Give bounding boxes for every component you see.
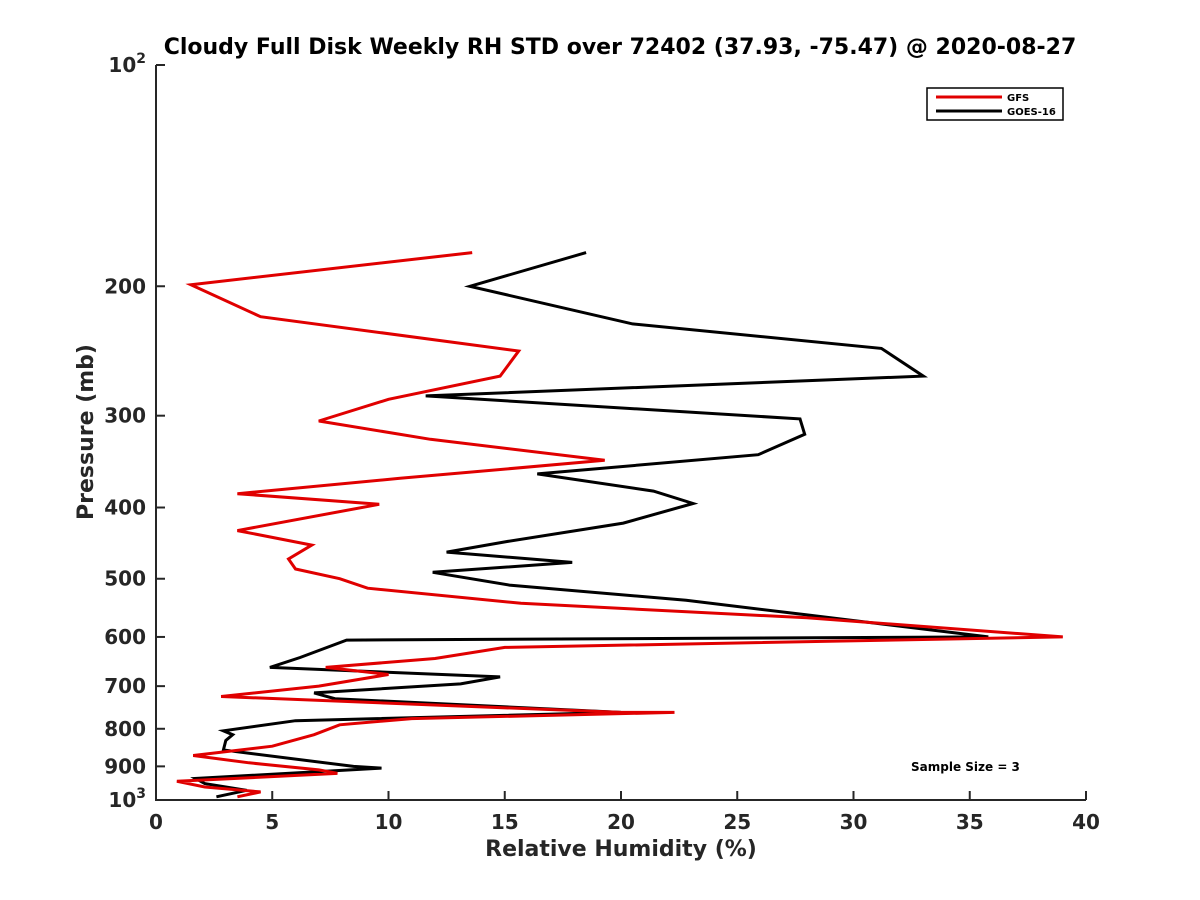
x-tick-label: 0 bbox=[149, 810, 163, 834]
y-tick-label: 900 bbox=[104, 754, 146, 778]
series-group bbox=[176, 251, 1063, 799]
y-tick-label-base: 10 bbox=[108, 788, 136, 812]
y-tick-label-base: 700 bbox=[104, 674, 146, 698]
y-tick-label-base: 400 bbox=[104, 496, 146, 520]
x-tick-label: 5 bbox=[265, 810, 279, 834]
y-tick-label-base: 200 bbox=[104, 274, 146, 298]
x-tick-label: 35 bbox=[956, 810, 984, 834]
y-tick-label: 500 bbox=[104, 567, 146, 591]
x-tick-label: 10 bbox=[375, 810, 403, 834]
y-tick-label: 800 bbox=[104, 717, 146, 741]
y-tick-label-base: 900 bbox=[104, 754, 146, 778]
x-ticks: 0 5 10 15 20 25 30 35 40 bbox=[149, 791, 1100, 834]
legend: GFS GOES-16 bbox=[926, 87, 1064, 121]
y-tick-label-base: 600 bbox=[104, 625, 146, 649]
y-tick-label: 102 bbox=[108, 51, 146, 77]
y-tick-label: 600 bbox=[104, 625, 146, 649]
x-tick-label: 40 bbox=[1072, 810, 1100, 834]
x-tick-label: 30 bbox=[840, 810, 868, 834]
y-tick-label: 300 bbox=[104, 404, 146, 428]
y-tick-label-exponent: 3 bbox=[136, 786, 146, 802]
x-tick-label: 25 bbox=[723, 810, 751, 834]
y-tick-label-base: 800 bbox=[104, 717, 146, 741]
series-line-gfs bbox=[176, 251, 1063, 799]
y-tick-label-base: 300 bbox=[104, 404, 146, 428]
sample-size-annotation: Sample Size = 3 bbox=[911, 760, 1020, 774]
legend-label-goes16: GOES-16 bbox=[1007, 107, 1056, 118]
legend-box bbox=[926, 87, 1064, 121]
y-tick-label-base: 500 bbox=[104, 567, 146, 591]
legend-label-gfs: GFS bbox=[1007, 93, 1029, 104]
x-axis-title: Relative Humidity (%) bbox=[485, 837, 757, 862]
y-tick-label-base: 10 bbox=[108, 53, 136, 77]
y-tick-label: 103 bbox=[108, 786, 146, 812]
y-tick-label: 200 bbox=[104, 274, 146, 298]
chart-title: Cloudy Full Disk Weekly RH STD over 7240… bbox=[164, 35, 1077, 60]
x-tick-label: 20 bbox=[607, 810, 635, 834]
y-tick-label: 700 bbox=[104, 674, 146, 698]
y-tick-label-exponent: 2 bbox=[136, 51, 146, 67]
y-tick-label: 400 bbox=[104, 496, 146, 520]
x-tick-label: 15 bbox=[491, 810, 519, 834]
y-axis-title: Pressure (mb) bbox=[74, 344, 99, 520]
